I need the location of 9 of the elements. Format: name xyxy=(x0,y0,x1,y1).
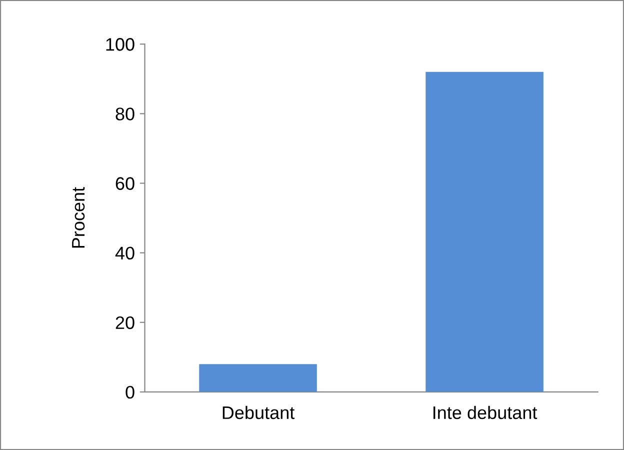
x-tick-label: Debutant xyxy=(222,406,295,420)
y-tick-label: 40 xyxy=(115,246,134,260)
y-tick-label: 100 xyxy=(106,38,134,51)
y-tick-label: 80 xyxy=(116,108,134,120)
y-axis-title: Procent xyxy=(72,187,85,248)
x-tick-label: Inte debutant xyxy=(434,406,538,420)
y-tick-label: 60 xyxy=(116,177,134,190)
y-tick-label: 20 xyxy=(116,316,134,330)
y-tick-label: 0 xyxy=(126,386,134,399)
